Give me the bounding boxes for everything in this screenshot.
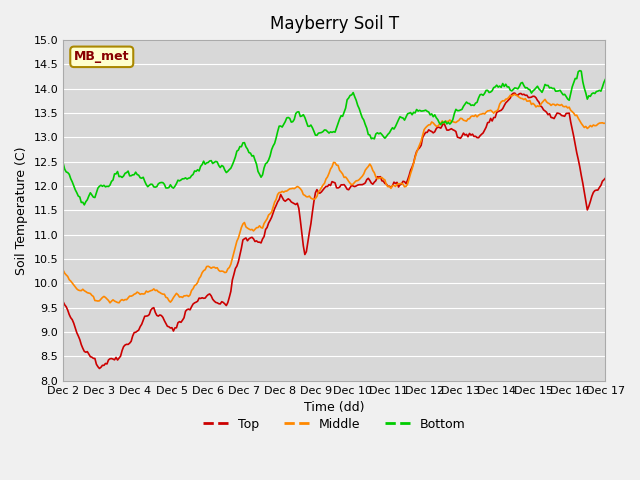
Line: Middle: Middle (63, 94, 605, 303)
Middle (298, 188, 306, 193)
Bottom (573, 76, 580, 82)
Middle (223, 269, 230, 275)
Middle (511, 91, 518, 97)
Top (602, 175, 609, 181)
Y-axis label: Soil Temperature (C): Soil Temperature (C) (15, 146, 28, 275)
Bottom (241, 140, 248, 145)
Bottom (576, 68, 584, 73)
Top (223, 303, 230, 309)
Top (241, 236, 248, 241)
Middle (60, 267, 67, 273)
Middle (106, 300, 114, 306)
Top (250, 236, 257, 241)
Middle (575, 115, 582, 121)
Top (511, 90, 518, 96)
Bottom (127, 173, 135, 179)
Top (127, 338, 135, 344)
Line: Top: Top (63, 93, 605, 369)
Text: MB_met: MB_met (74, 50, 129, 63)
Top (60, 299, 67, 305)
Bottom (298, 113, 306, 119)
Line: Bottom: Bottom (63, 71, 605, 205)
Middle (250, 228, 257, 234)
Bottom (81, 202, 88, 208)
Top (575, 156, 582, 162)
Bottom (60, 160, 67, 166)
X-axis label: Time (dd): Time (dd) (304, 401, 365, 414)
Legend: Top, Middle, Bottom: Top, Middle, Bottom (198, 413, 471, 436)
Middle (241, 220, 248, 226)
Title: Mayberry Soil T: Mayberry Soil T (269, 15, 399, 33)
Bottom (223, 169, 230, 175)
Middle (127, 293, 135, 299)
Bottom (250, 153, 257, 158)
Top (95, 366, 103, 372)
Middle (602, 120, 609, 126)
Top (298, 230, 306, 236)
Bottom (602, 76, 609, 82)
